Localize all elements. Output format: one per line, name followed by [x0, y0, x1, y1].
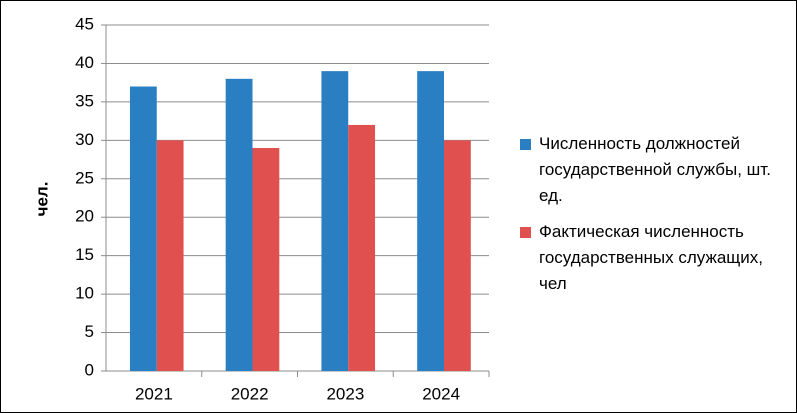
- legend-swatch: [520, 139, 531, 150]
- y-tick-label: 35: [75, 91, 94, 110]
- x-tick-label: 2021: [135, 384, 173, 403]
- y-tick-label: 5: [85, 322, 94, 341]
- x-tick-label: 2023: [326, 384, 364, 403]
- y-tick-label: 10: [75, 284, 94, 303]
- legend: Численность должностей государственной с…: [520, 131, 780, 307]
- bar: [129, 86, 157, 371]
- bar: [443, 140, 471, 371]
- x-tick-label: 2024: [422, 384, 460, 403]
- y-axis-label: чел.: [32, 182, 51, 217]
- y-tick-label: 25: [75, 168, 94, 187]
- y-tick-label: 0: [85, 360, 94, 379]
- bar: [252, 148, 280, 371]
- y-tick-label: 30: [75, 130, 94, 149]
- y-tick-label: 20: [75, 207, 94, 226]
- x-tick-label: 2022: [231, 384, 269, 403]
- legend-entry: Фактическая численность государственных …: [520, 219, 780, 297]
- y-tick-label: 40: [75, 53, 94, 72]
- legend-entry: Численность должностей государственной с…: [520, 131, 780, 209]
- bar: [156, 140, 184, 371]
- bar: [348, 124, 376, 371]
- legend-label: Численность должностей государственной с…: [539, 134, 771, 205]
- legend-label: Фактическая численность государственных …: [539, 222, 763, 293]
- y-tick-label: 15: [75, 245, 94, 264]
- bar: [225, 78, 253, 372]
- bar: [321, 71, 349, 371]
- bar: [417, 71, 444, 371]
- legend-swatch: [520, 227, 531, 238]
- y-tick-label: 45: [75, 14, 94, 33]
